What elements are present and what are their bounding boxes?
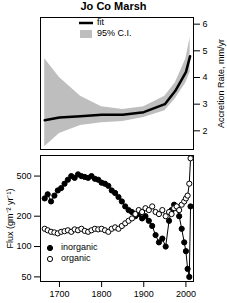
svg-text:100: 100 [16, 241, 31, 251]
svg-text:3: 3 [203, 99, 208, 109]
svg-text:6: 6 [203, 19, 208, 29]
svg-text:2000: 2000 [176, 289, 196, 299]
svg-text:1700: 1700 [49, 289, 69, 299]
svg-text:1800: 1800 [92, 289, 112, 299]
svg-text:2: 2 [203, 126, 208, 136]
html-text:inorganic: inorganic [61, 242, 98, 252]
svg-text:200: 200 [16, 211, 31, 221]
svg-text:50: 50 [21, 272, 31, 282]
svg-text:4: 4 [203, 72, 208, 82]
html-text:Jo Co Marsh: Jo Co Marsh [80, 0, 147, 12]
html-text:fit: fit [97, 17, 104, 27]
svg-text:Flux (gm⁻² yr⁻¹): Flux (gm⁻² yr⁻¹) [5, 189, 15, 249]
html-text:95% C.I.: 95% C.I. [97, 28, 132, 38]
svg-text:5: 5 [203, 46, 208, 56]
html-text:organic: organic [61, 253, 91, 263]
svg-text:500: 500 [16, 171, 31, 181]
svg-text:1900: 1900 [134, 289, 154, 299]
svg-text:Accretion Rate, mm/yr: Accretion Rate, mm/yr [216, 39, 226, 128]
